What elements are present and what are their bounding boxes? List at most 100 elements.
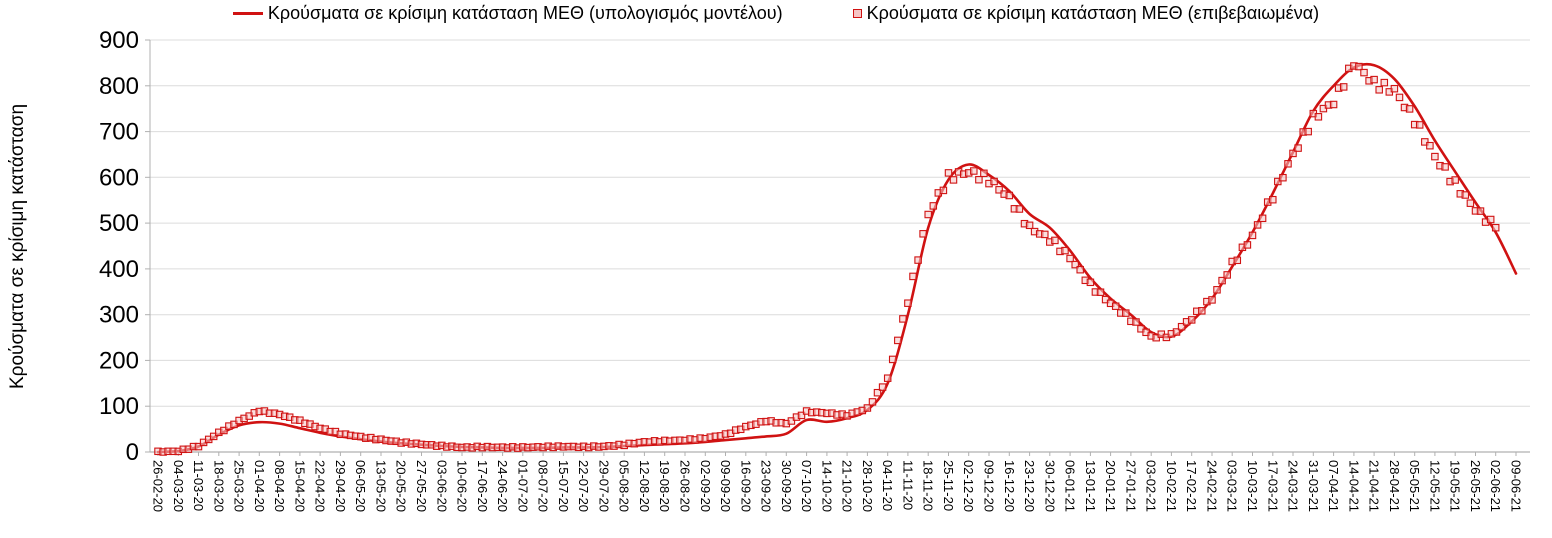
x-tick-label: 12-08-20 bbox=[637, 460, 652, 512]
x-tick-label: 16-12-20 bbox=[1002, 460, 1017, 512]
x-tick-label: 20-01-21 bbox=[1103, 460, 1118, 512]
confirmed-marker bbox=[1405, 105, 1414, 113]
chart-legend: Κρούσματα σε κρίσιμη κατάσταση ΜΕΘ (υπολ… bbox=[0, 3, 1552, 24]
confirmed-marker bbox=[1086, 278, 1095, 287]
confirmed-marker bbox=[1076, 265, 1084, 274]
x-tick-label: 15-07-20 bbox=[556, 460, 571, 512]
confirmed-marker bbox=[1395, 93, 1404, 102]
x-tick-label: 19-08-20 bbox=[657, 460, 672, 512]
confirmed-marker bbox=[970, 167, 978, 175]
confirmed-marker bbox=[1132, 318, 1140, 326]
x-tick-label: 07-10-20 bbox=[799, 460, 814, 512]
confirmed-marker bbox=[1339, 83, 1348, 91]
confirmed-marker bbox=[1486, 215, 1495, 224]
confirmed-marker bbox=[1187, 316, 1196, 324]
y-tick-label: 800 bbox=[99, 73, 139, 100]
confirmed-marker bbox=[1066, 254, 1074, 263]
confirmed-marker bbox=[883, 374, 892, 382]
x-tick-label: 08-07-20 bbox=[536, 460, 551, 512]
confirmed-marker bbox=[990, 177, 998, 186]
confirmed-marker bbox=[787, 417, 796, 425]
confirmed-marker bbox=[1461, 191, 1470, 199]
x-tick-label: 21-10-20 bbox=[840, 460, 855, 512]
confirmed-marker bbox=[1451, 176, 1459, 184]
confirmed-marker bbox=[909, 272, 917, 281]
confirmed-marker bbox=[1177, 322, 1186, 331]
x-tick-label: 14-10-20 bbox=[819, 460, 834, 512]
x-tick-label: 03-03-21 bbox=[1225, 460, 1240, 512]
x-tick-label: 22-04-20 bbox=[313, 460, 328, 512]
confirmed-marker bbox=[1370, 75, 1378, 84]
confirmed-marker bbox=[975, 175, 983, 184]
x-tick-label: 11-11-20 bbox=[900, 460, 915, 510]
confirmed-marker bbox=[1015, 205, 1024, 213]
y-tick-label: 600 bbox=[99, 164, 139, 191]
confirmed-marker bbox=[1431, 152, 1439, 161]
confirmed-marker bbox=[1279, 173, 1287, 182]
x-tick-label: 26-02-20 bbox=[151, 460, 166, 512]
legend-item-confirmed: Κρούσματα σε κρίσιμη κατάσταση ΜΕΘ (επιβ… bbox=[852, 3, 1320, 24]
x-tick-label: 13-05-20 bbox=[374, 460, 389, 512]
confirmed-marker-swatch bbox=[852, 9, 862, 18]
confirmed-marker bbox=[1025, 221, 1034, 230]
legend-label-confirmed: Κρούσματα σε κρίσιμη κατάσταση ΜΕΘ (επιβ… bbox=[866, 3, 1320, 23]
x-tick-label: 23-12-20 bbox=[1022, 460, 1037, 512]
x-tick-label: 09-12-20 bbox=[982, 460, 997, 512]
x-tick-label: 03-06-20 bbox=[434, 460, 449, 512]
x-tick-label: 01-04-20 bbox=[252, 460, 267, 512]
x-tick-label: 17-06-20 bbox=[475, 460, 490, 512]
confirmed-marker bbox=[899, 315, 907, 323]
x-tick-label: 16-09-20 bbox=[738, 460, 753, 512]
confirmed-marker bbox=[1284, 160, 1292, 168]
x-tick-label: 28-04-21 bbox=[1387, 460, 1402, 512]
x-tick-label: 26-05-21 bbox=[1468, 460, 1483, 512]
x-tick-label: 25-03-20 bbox=[232, 460, 247, 512]
x-tick-label: 21-04-21 bbox=[1367, 460, 1382, 512]
y-tick-label: 700 bbox=[99, 119, 139, 146]
y-tick-label: 400 bbox=[99, 256, 139, 283]
x-tick-label: 07-04-21 bbox=[1326, 460, 1341, 512]
x-tick-label: 06-01-21 bbox=[1063, 460, 1078, 512]
confirmed-marker bbox=[888, 355, 897, 364]
confirmed-marker bbox=[1314, 113, 1323, 121]
x-tick-label: 24-06-20 bbox=[495, 460, 510, 512]
x-tick-label: 13-01-21 bbox=[1083, 460, 1098, 512]
x-tick-label: 19-05-21 bbox=[1448, 460, 1463, 512]
confirmed-marker bbox=[1218, 276, 1226, 285]
confirmed-marker bbox=[939, 186, 948, 195]
confirmed-marker bbox=[863, 404, 872, 412]
x-tick-label: 10-06-20 bbox=[455, 460, 470, 512]
confirmed-marker bbox=[1223, 271, 1231, 279]
legend-item-model: Κρούσματα σε κρίσιμη κατάσταση ΜΕΘ (υπολ… bbox=[232, 3, 783, 24]
x-tick-label: 30-09-20 bbox=[779, 460, 794, 512]
confirmed-marker bbox=[1071, 260, 1079, 269]
confirmed-marker bbox=[1380, 78, 1389, 87]
confirmed-marker bbox=[944, 169, 953, 177]
confirmed-marker bbox=[904, 299, 912, 307]
confirmed-marker bbox=[1304, 127, 1312, 136]
confirmed-marker bbox=[995, 186, 1003, 194]
x-tick-label: 06-05-20 bbox=[353, 460, 368, 512]
confirmed-marker bbox=[1041, 230, 1049, 239]
confirmed-marker bbox=[1375, 86, 1383, 94]
x-tick-label: 28-10-20 bbox=[860, 460, 875, 512]
confirmed-marker bbox=[1390, 84, 1399, 93]
y-tick-label: 200 bbox=[99, 347, 139, 374]
model-line-swatch bbox=[232, 12, 263, 15]
x-tick-label: 08-04-20 bbox=[272, 460, 287, 512]
confirmed-marker bbox=[1476, 207, 1485, 215]
confirmed-marker bbox=[929, 202, 938, 210]
confirmed-marker bbox=[949, 176, 958, 184]
confirmed-marker bbox=[797, 411, 806, 420]
confirmed-marker bbox=[1329, 100, 1338, 109]
x-tick-label: 18-11-20 bbox=[921, 460, 936, 511]
y-tick-label: 900 bbox=[99, 27, 139, 54]
x-tick-label: 10-03-21 bbox=[1245, 460, 1260, 512]
confirmed-marker bbox=[1421, 138, 1429, 146]
x-tick-label: 12-05-21 bbox=[1427, 460, 1442, 512]
model-line bbox=[156, 62, 1518, 454]
confirmed-marker bbox=[1005, 191, 1014, 200]
x-tick-label: 29-07-20 bbox=[596, 460, 611, 512]
confirmed-marker bbox=[230, 420, 238, 429]
